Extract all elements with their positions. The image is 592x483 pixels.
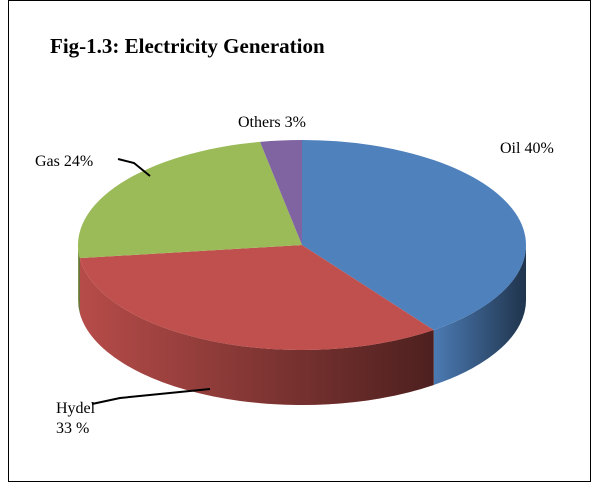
leader-line bbox=[91, 388, 211, 405]
label-name: Hydel bbox=[56, 400, 96, 417]
label-value: 24% bbox=[64, 153, 93, 170]
chart-title: Fig-1.3: Electricity Generation bbox=[50, 34, 325, 58]
label-name: Gas bbox=[35, 153, 60, 170]
data-label: Gas 24% bbox=[35, 153, 93, 170]
slice bbox=[302, 140, 527, 330]
slice-side-shade bbox=[79, 258, 434, 405]
data-label: Others 3% bbox=[238, 114, 306, 131]
label-name: Others bbox=[238, 114, 281, 131]
label-value: 40% bbox=[524, 140, 553, 157]
label-value: 33 % bbox=[56, 420, 89, 437]
leader-line bbox=[117, 158, 151, 177]
label-value: 3% bbox=[285, 114, 306, 131]
slice bbox=[79, 245, 434, 350]
data-label: Oil 40% bbox=[500, 140, 554, 157]
slice-side-shade bbox=[78, 245, 80, 314]
slice bbox=[77, 141, 302, 259]
label-name: Oil bbox=[500, 140, 521, 157]
data-label: Hydel 33 % bbox=[56, 400, 96, 437]
slice-side-shade bbox=[433, 245, 526, 385]
slice bbox=[260, 140, 302, 245]
